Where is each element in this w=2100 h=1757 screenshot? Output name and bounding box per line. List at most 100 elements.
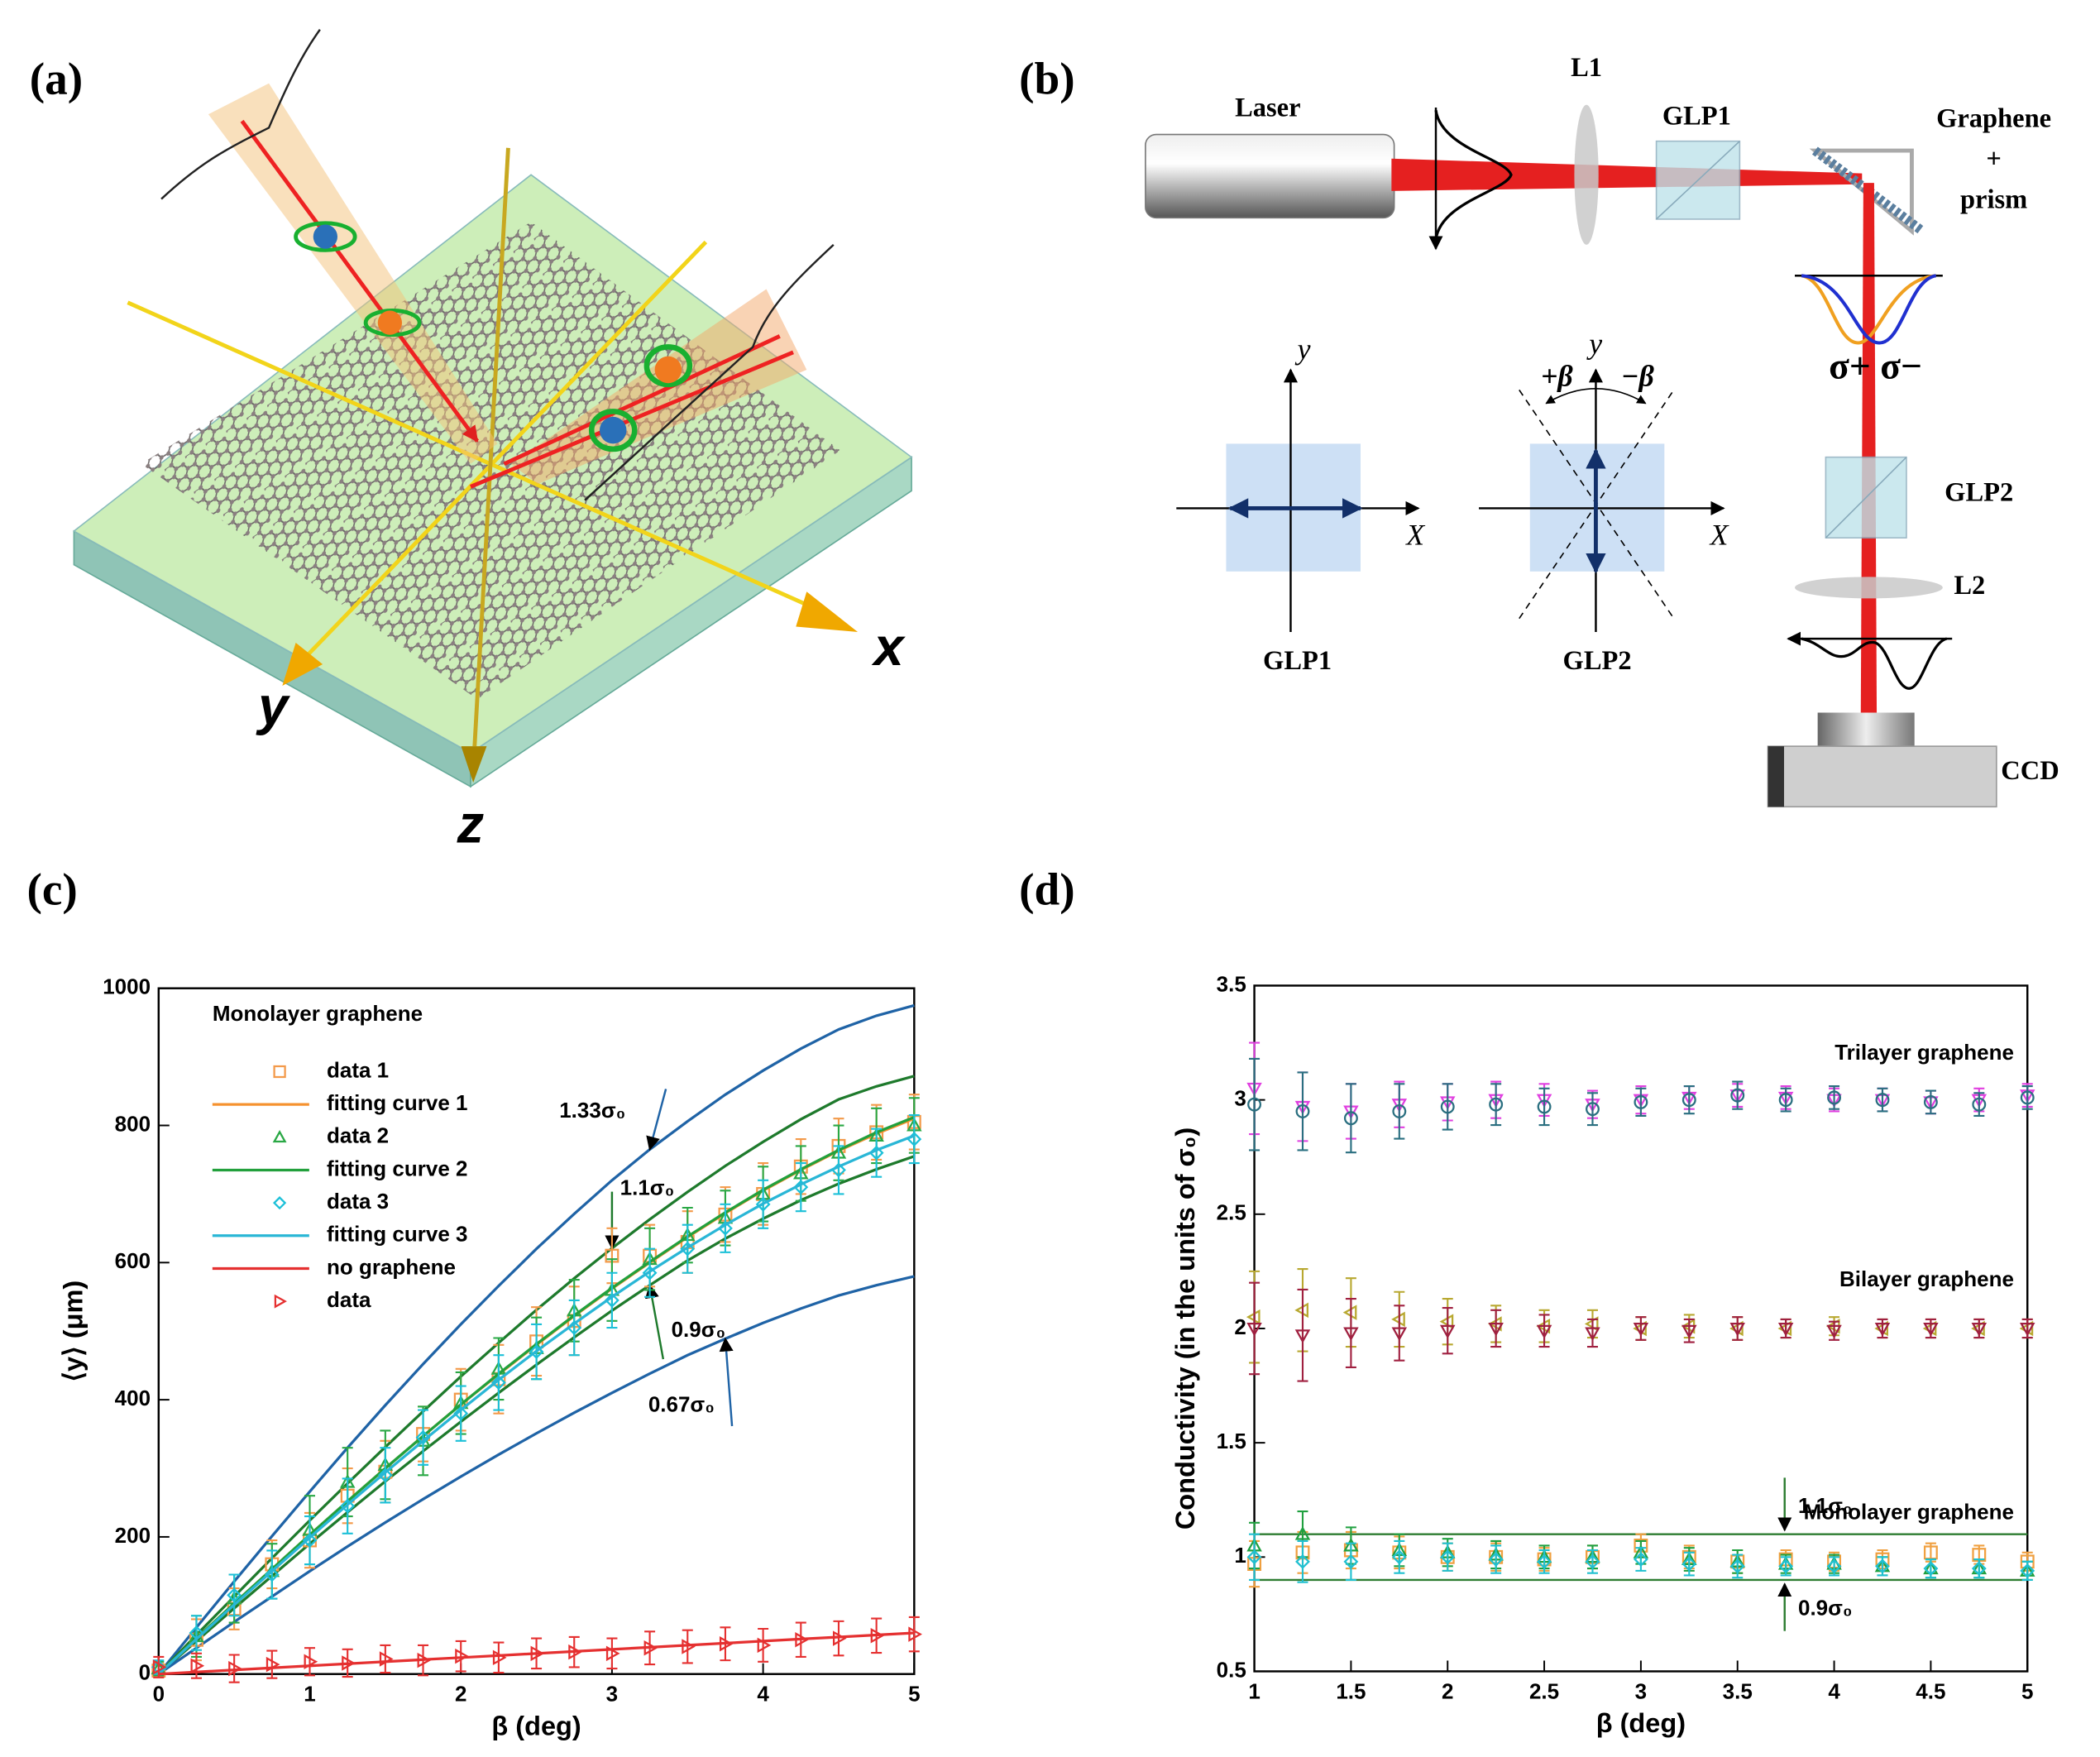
- x-tick-label: 3: [1635, 1678, 1647, 1703]
- data-point: [416, 1427, 430, 1442]
- y-axis: [304, 240, 708, 658]
- diagram-a: (a) x y z: [30, 29, 913, 854]
- x-tick-label: 1: [304, 1682, 315, 1707]
- data-point: [340, 1488, 355, 1503]
- data-point: [1440, 1099, 1455, 1114]
- error-bar: [418, 1644, 429, 1677]
- legend-label: data 1: [327, 1057, 389, 1082]
- shifted-profile: [1801, 274, 1937, 345]
- data-point: [1681, 1093, 1696, 1108]
- error-bar: [2021, 1084, 2033, 1110]
- y-tick-label: 1: [1234, 1543, 1246, 1568]
- data-point: [1633, 1552, 1648, 1567]
- spin-orbit: [588, 409, 638, 452]
- error-bar: [1249, 1533, 1260, 1581]
- data-point: [1778, 1558, 1794, 1574]
- data-point: [568, 1644, 582, 1660]
- legend-label: data: [327, 1287, 371, 1312]
- error-bar: [1877, 1087, 1888, 1113]
- x-tick-label: 1.5: [1336, 1678, 1366, 1703]
- error-bar: [266, 1549, 278, 1600]
- data-point: [1537, 1099, 1552, 1114]
- data-point: [1488, 1552, 1504, 1567]
- error-bar: [1683, 1084, 1695, 1115]
- error-bar: [1780, 1087, 1791, 1113]
- data-point: [152, 1659, 167, 1675]
- error-bar: [644, 1630, 656, 1666]
- error-bar: [1683, 1551, 1695, 1577]
- error-bar: [1442, 1083, 1453, 1131]
- data-point: [2019, 1322, 2035, 1337]
- data-point: [1488, 1322, 1504, 1337]
- x-tick-label: 2: [1442, 1678, 1453, 1703]
- error-bar: [1442, 1307, 1453, 1355]
- error-bar: [418, 1409, 429, 1466]
- data-point: [1537, 1554, 1552, 1569]
- shifted-profile: [1801, 274, 1936, 345]
- beam-cone: [510, 289, 807, 485]
- error-bar: [1442, 1542, 1453, 1572]
- data-point: [1440, 1549, 1456, 1565]
- data-point: [832, 1630, 847, 1646]
- data-point: [1826, 1324, 1842, 1339]
- diagram-b: (b) Laser L1 GLP1 Graphene + prism σ+ σ−…: [1019, 53, 2059, 808]
- data-point: [227, 1587, 242, 1603]
- x-tick-label: 5: [908, 1682, 920, 1707]
- data-point: [304, 1654, 318, 1670]
- error-bar: [304, 1515, 316, 1566]
- data-point: [1778, 1093, 1793, 1108]
- spin-orbit: [294, 221, 357, 252]
- data-point: [377, 1467, 393, 1483]
- error-bar: [1249, 1281, 1260, 1376]
- error-bar: [833, 1620, 844, 1657]
- annotation-arrow: [719, 1337, 734, 1427]
- legend-label: data 3: [327, 1189, 389, 1214]
- graphene-lattice: [141, 222, 840, 700]
- data-point: [340, 1498, 356, 1514]
- data-point: [1634, 1095, 1648, 1109]
- data-point: [643, 1640, 658, 1656]
- error-bar: [795, 1621, 806, 1659]
- arrowhead: [796, 591, 859, 632]
- data-point: [1730, 1088, 1745, 1103]
- data-point: [1536, 1324, 1552, 1339]
- data-point: [1923, 1095, 1938, 1109]
- y-axis-label: ⟨y⟩ (μm): [59, 1281, 88, 1382]
- y-tick-label: 2.5: [1217, 1200, 1246, 1225]
- legend-title: Monolayer graphene: [213, 1001, 423, 1026]
- polarizer-diagonal: [1825, 457, 1907, 539]
- error-bar: [190, 1615, 202, 1651]
- data-point: [1343, 1554, 1359, 1569]
- data-point: [490, 1375, 506, 1391]
- error-bar: [568, 1299, 580, 1357]
- data-point: [1343, 1111, 1358, 1126]
- error-bar: [1490, 1083, 1502, 1127]
- ccd-side: [1768, 746, 1785, 807]
- axis-label: z: [457, 793, 485, 854]
- error-bar: [720, 1626, 731, 1662]
- curve-label: 0.67σ₀: [648, 1391, 715, 1416]
- angle-label: +β: [1541, 360, 1573, 393]
- data-point: [2020, 1090, 2035, 1105]
- error-bar: [1394, 1305, 1405, 1362]
- data-point: [793, 1159, 808, 1174]
- chart: (d)1 1.5 2 2.5 3 3.5 4 4.5 50.511.522.533.5β (de…: [1019, 864, 2035, 1738]
- data-point: [1439, 1324, 1456, 1339]
- x-tick-label: 0: [153, 1682, 165, 1707]
- legend-label: fitting curve 1: [327, 1090, 467, 1115]
- spin: [654, 356, 682, 384]
- lens: [1795, 577, 1943, 599]
- theory-curve: [158, 1003, 915, 1674]
- y-tick-label: 0.5: [1217, 1657, 1246, 1682]
- angle-label: −β: [1621, 360, 1655, 393]
- label: L2: [1954, 571, 1985, 601]
- error-bar: [1925, 1089, 1936, 1115]
- data-point: [1247, 1557, 1262, 1572]
- data-point: [870, 1628, 885, 1644]
- data-point: [1247, 1097, 1262, 1112]
- error-bar: [1973, 1092, 1985, 1118]
- data-point: [1585, 1554, 1600, 1569]
- laser: [1145, 133, 1395, 219]
- label: prism: [1960, 184, 2027, 214]
- error-bar: [568, 1635, 580, 1668]
